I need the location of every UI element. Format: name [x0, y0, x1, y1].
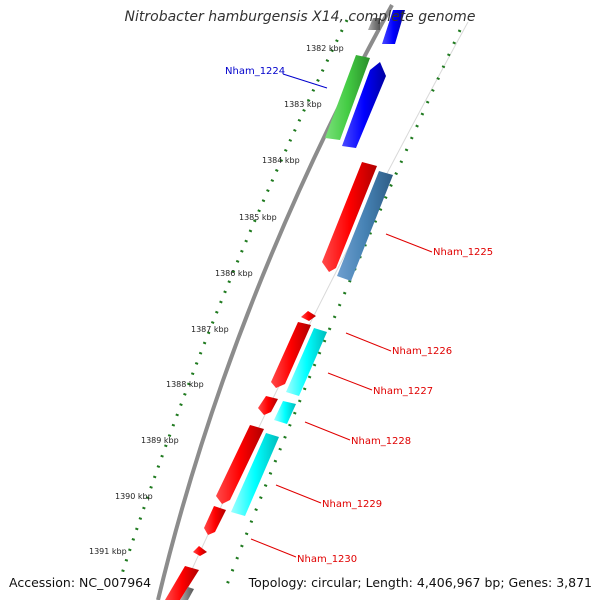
gene-nham-1228-cyan — [274, 401, 296, 424]
gene-nham-1224-blue — [342, 62, 386, 148]
gene-nham-1226-red — [301, 311, 316, 321]
gene-nham-1225-steel — [337, 171, 393, 281]
gene-label-nham-1224[interactable]: Nham_1224 — [225, 66, 285, 77]
gene-fragment-blue — [382, 10, 405, 44]
gene-label-nham-1226[interactable]: Nham_1226 — [392, 346, 452, 357]
tick-label: 1385 kbp — [239, 213, 277, 222]
gene-label-nham-1227[interactable]: Nham_1227 — [373, 386, 433, 397]
leader-line — [327, 372, 373, 391]
leader-line — [275, 484, 322, 504]
tick-label: 1383 kbp — [284, 100, 322, 109]
tick-label: 1389 kbp — [141, 436, 179, 445]
tick-label: 1386 kbp — [215, 269, 253, 278]
tick-label: 1384 kbp — [262, 156, 300, 165]
gene-nham-1224-green — [325, 55, 370, 140]
map-title: Nitrobacter hamburgensis X14, complete g… — [124, 9, 476, 25]
gene-label-nham-1228[interactable]: Nham_1228 — [351, 436, 411, 447]
leader-line — [345, 332, 392, 352]
leader-line — [304, 421, 351, 441]
tick-label: 1391 kbp — [89, 547, 127, 556]
accession-text: Accession: NC_007964 — [9, 575, 152, 590]
gene-label-nham-1230[interactable]: Nham_1230 — [297, 554, 357, 565]
gene-nham-1225-red — [322, 162, 377, 272]
gene-nham-1230-red-small — [193, 546, 207, 556]
leader-line — [385, 233, 433, 253]
gene-fragment-gray — [368, 18, 380, 30]
gene-nham-1228-red — [258, 396, 278, 415]
tick-label: 1390 kbp — [115, 492, 153, 501]
tick-label: 1388 kbp — [166, 380, 204, 389]
gene-nham-1227-cyan — [286, 328, 327, 396]
tick-label: 1382 kbp — [306, 44, 344, 53]
leader-line — [250, 538, 297, 558]
gene-label-nham-1225[interactable]: Nham_1225 — [433, 247, 493, 258]
gene-nham-1227-red — [271, 322, 311, 388]
gene-nham-1229-cyan — [231, 433, 279, 516]
gene-nham-1229-red — [216, 425, 264, 504]
gene-label-nham-1229[interactable]: Nham_1229 — [322, 499, 382, 510]
gene-fragment-red-bottom — [165, 566, 199, 600]
gene-nham-1230-red — [204, 506, 226, 535]
genome-backbone — [156, 4, 394, 600]
gene-fragment-gray-bottom — [180, 587, 194, 600]
tick-label: 1387 kbp — [191, 325, 229, 334]
leader-line — [282, 73, 328, 89]
genome-summary-text: Topology: circular; Length: 4,406,967 bp… — [248, 575, 592, 590]
